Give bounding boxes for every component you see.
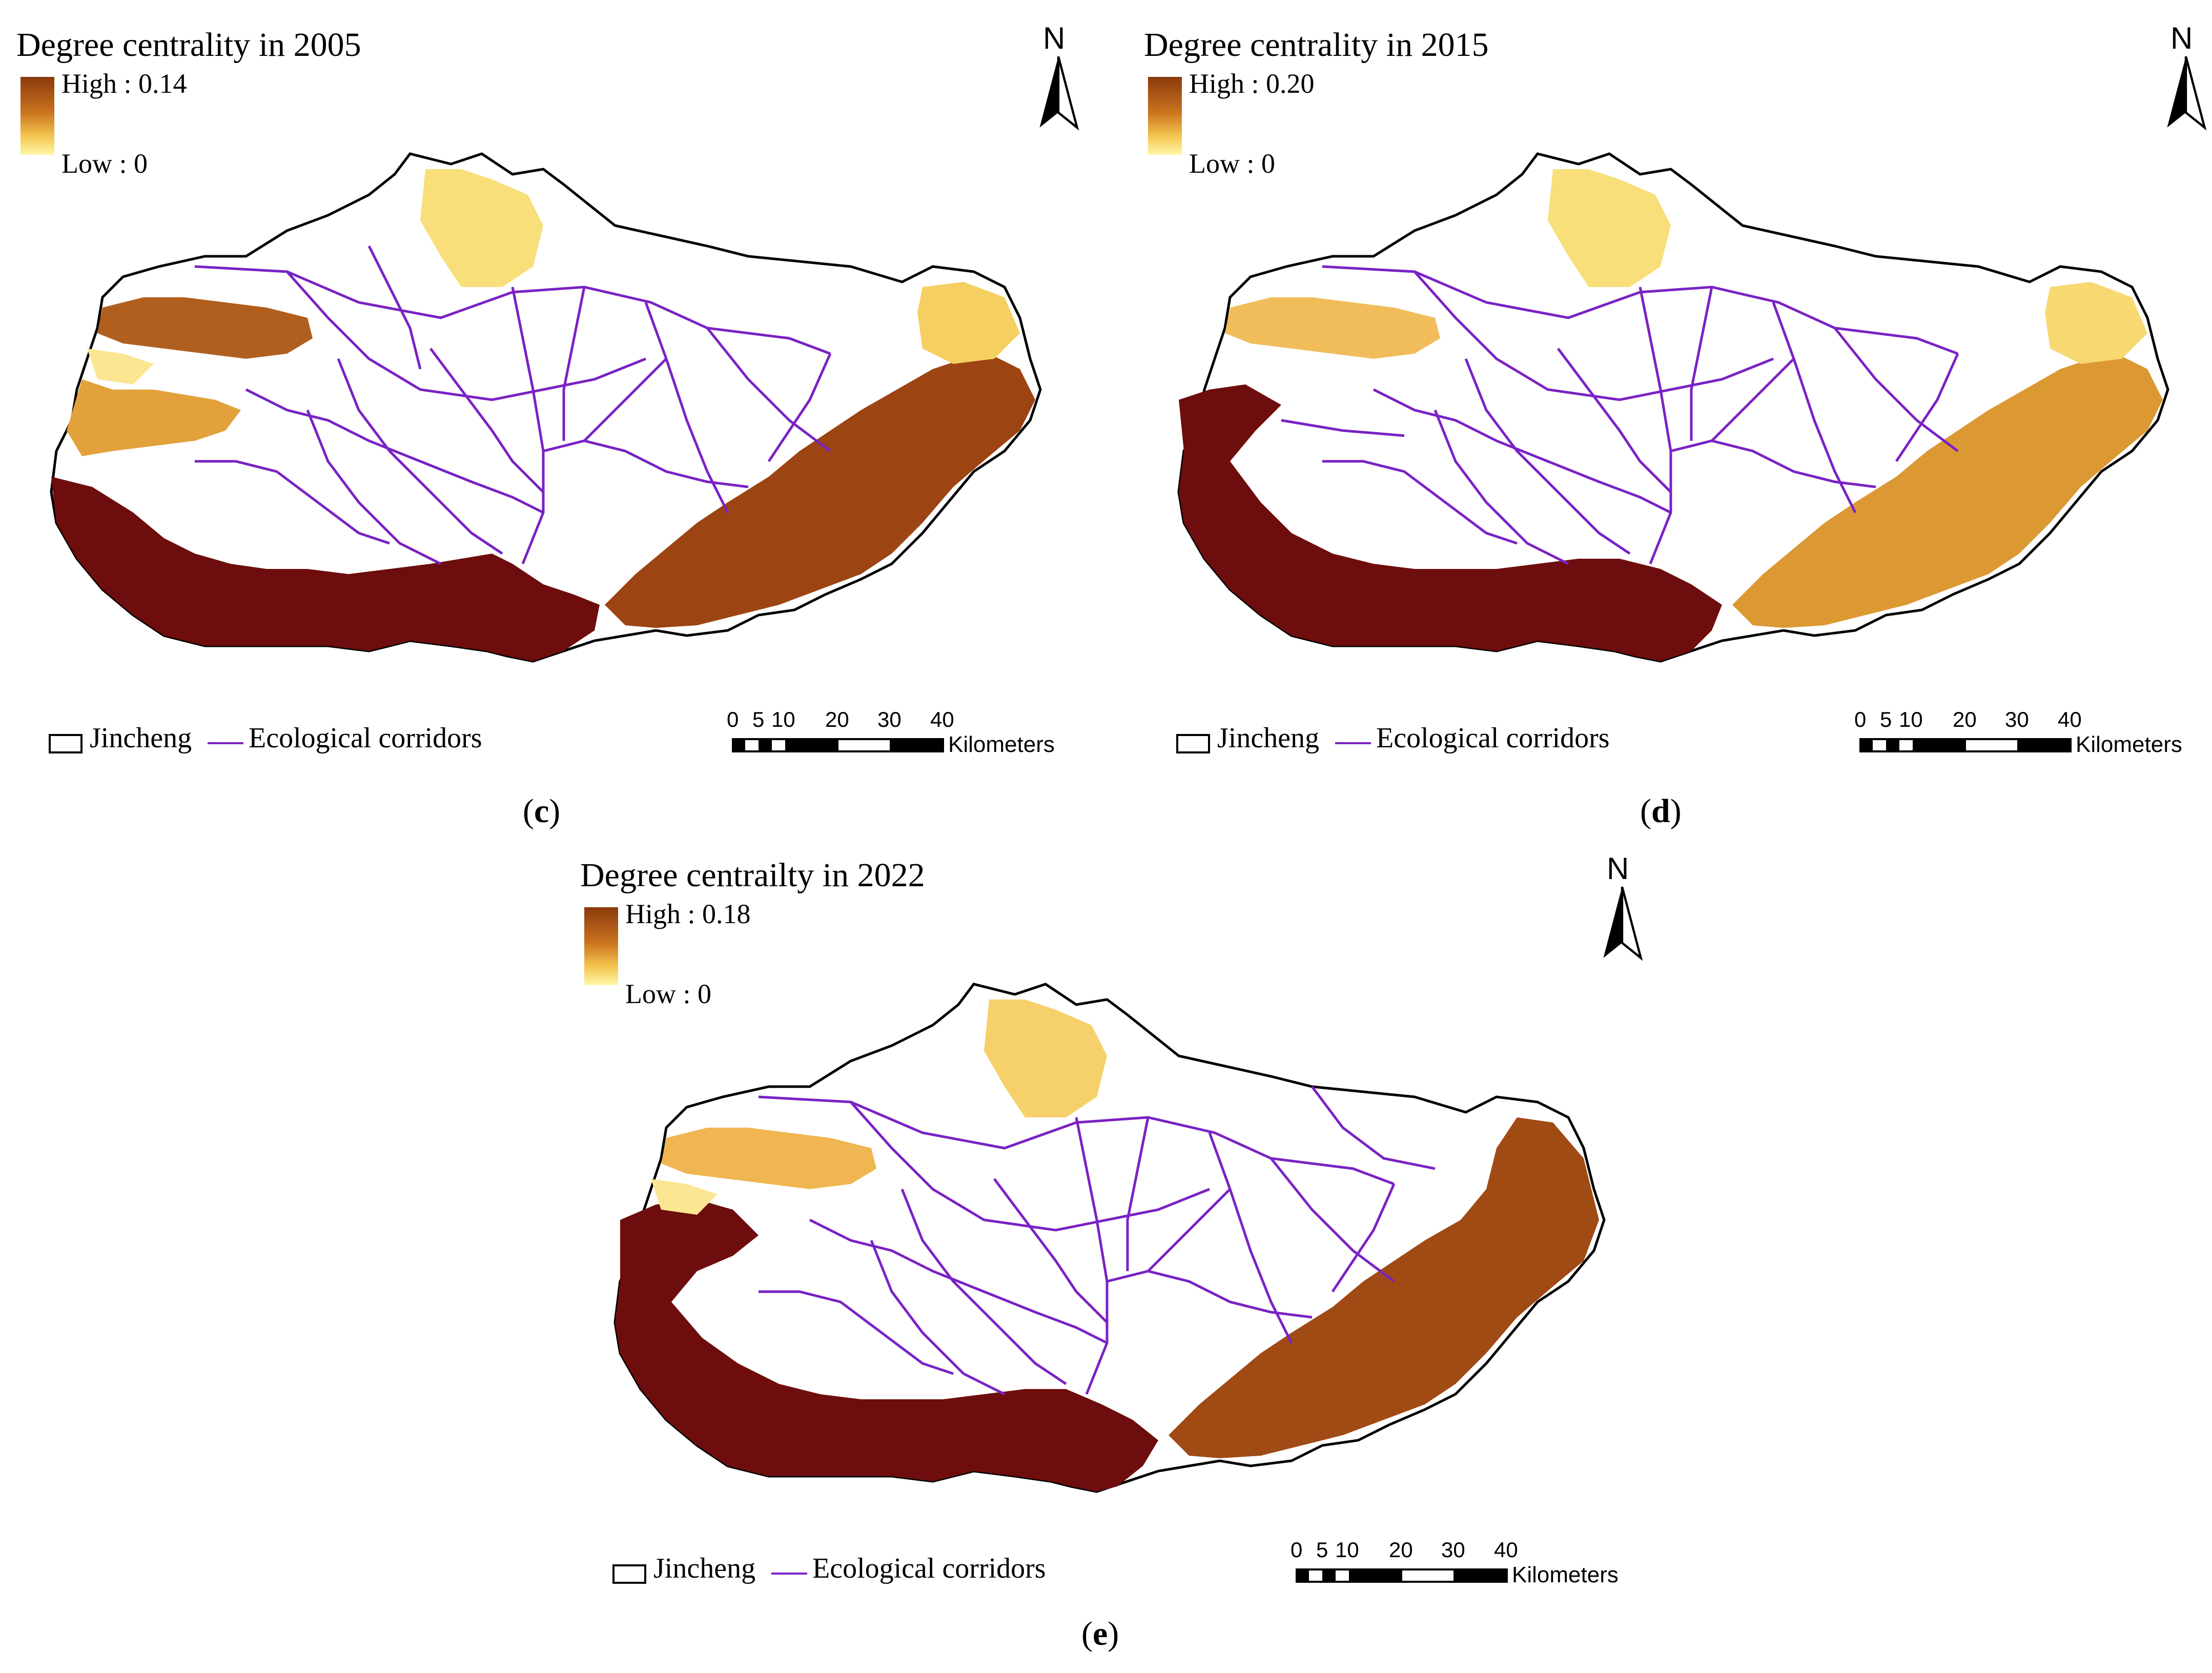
- scale-tick-label: 5: [1316, 1538, 1328, 1562]
- corridor-legend-label: Ecological corridors: [812, 1553, 1046, 1584]
- ecological-corridors: [194, 245, 832, 565]
- map-canvas: [50, 152, 1042, 663]
- map-title: Degree centrality in 2005: [16, 26, 361, 64]
- north-letter: N: [2170, 21, 2193, 55]
- region-high-southwest: [615, 1199, 1158, 1492]
- map-title: Degree centrailty in 2022: [580, 856, 925, 894]
- region-high-southwest: [1179, 384, 1722, 661]
- north-letter: N: [1607, 851, 1629, 886]
- legend-low-label: Low : 0: [625, 978, 711, 1009]
- corridor-legend-label: Ecological corridors: [1376, 722, 1610, 754]
- region-low-west: [651, 1179, 718, 1215]
- region-midhigh-southeast: [605, 354, 1035, 628]
- legend-high-label: High : 0.20: [1189, 68, 1315, 99]
- degree-legend-ramp: [21, 77, 54, 155]
- scale-tick-label: 30: [877, 707, 902, 731]
- map-panel-e: Degree centrailty in 2022 High : 0.18 Lo…: [564, 830, 1670, 1625]
- scale-unit: Kilometers: [1512, 1562, 1619, 1587]
- corridor-legend-swatch: [208, 742, 243, 744]
- scale-tick-label: 20: [825, 707, 849, 731]
- caption-e: (e): [1081, 1615, 1119, 1652]
- map-panel-c: Degree centrality in 2005 High : 0.14 Lo…: [0, 0, 1106, 794]
- region-mid-west: [67, 379, 241, 456]
- map-canvas: [613, 983, 1606, 1493]
- region-low-north: [1548, 169, 1671, 287]
- scale-tick-label: 20: [1389, 1538, 1413, 1562]
- legend-low-label: Low : 0: [1189, 148, 1275, 179]
- region-low-north: [420, 169, 543, 287]
- corridor-legend-label: Ecological corridors: [249, 722, 482, 754]
- jincheng-legend-label: Jincheng: [1217, 722, 1320, 754]
- scale-bar-graphic: [732, 738, 944, 752]
- region-low-west: [87, 349, 154, 384]
- region-low-north: [984, 999, 1107, 1117]
- scale-tick-label: 20: [1953, 707, 1977, 731]
- scale-tick-label: 30: [1441, 1538, 1465, 1562]
- scale-unit: Kilometers: [2076, 732, 2182, 757]
- scale-tick-label: 40: [930, 707, 954, 731]
- scale-tick-label: 40: [2058, 707, 2082, 731]
- scale-tick-label: 10: [1335, 1538, 1359, 1562]
- north-arrow-icon: [1039, 56, 1079, 131]
- degree-legend-ramp: [1148, 77, 1182, 155]
- legend-high-label: High : 0.18: [625, 899, 751, 929]
- jincheng-legend-swatch: [1176, 734, 1210, 753]
- region-low-east: [2045, 282, 2147, 364]
- degree-legend-ramp: [584, 907, 618, 985]
- scale-tick-label: 10: [771, 707, 795, 731]
- jincheng-legend-label: Jincheng: [653, 1553, 756, 1584]
- scale-tick-label: 40: [1494, 1538, 1518, 1562]
- scale-tick-label: 0: [727, 707, 739, 731]
- north-arrow-icon: [1603, 887, 1643, 961]
- region-high-southwest: [51, 477, 600, 661]
- scale-tick-label: 10: [1899, 707, 1923, 731]
- scale-bar-graphic: [1296, 1568, 1508, 1583]
- jincheng-legend-swatch: [612, 1564, 646, 1584]
- scale-tick-label: 30: [2005, 707, 2029, 731]
- legend-low-label: Low : 0: [62, 148, 148, 179]
- region-midhigh-southeast: [1169, 1117, 1599, 1458]
- map-title: Degree centrality in 2015: [1144, 26, 1489, 64]
- scale-tick-label: 5: [752, 707, 765, 731]
- map-panel-d: Degree centrality in 2015 High : 0.20 Lo…: [1128, 0, 2212, 794]
- north-letter: N: [1043, 21, 1066, 55]
- caption-d: (d): [1640, 792, 1682, 830]
- jincheng-legend-label: Jincheng: [90, 722, 192, 754]
- region-low-east: [917, 282, 1020, 364]
- ecological-corridors: [758, 1086, 1436, 1396]
- ecological-corridors: [1281, 265, 1959, 565]
- scale-tick-label: 0: [1854, 707, 1867, 731]
- legend-high-label: High : 0.14: [62, 68, 187, 99]
- scale-unit: Kilometers: [948, 732, 1055, 757]
- region-midhigh-northwest: [97, 297, 313, 359]
- north-arrow-icon: [2167, 56, 2207, 131]
- corridor-legend-swatch: [1335, 742, 1371, 744]
- region-mid-southeast: [1732, 354, 2163, 628]
- scale-tick-label: 5: [1880, 707, 1892, 731]
- map-canvas: [1177, 152, 2169, 663]
- region-mid-northwest: [1225, 297, 1440, 359]
- region-mid-northwest: [661, 1128, 876, 1189]
- caption-c: (c): [523, 792, 561, 830]
- scale-tick-label: 0: [1291, 1538, 1303, 1562]
- corridor-legend-swatch: [771, 1573, 807, 1575]
- jincheng-legend-swatch: [49, 734, 83, 753]
- scale-bar-graphic: [1859, 738, 2072, 752]
